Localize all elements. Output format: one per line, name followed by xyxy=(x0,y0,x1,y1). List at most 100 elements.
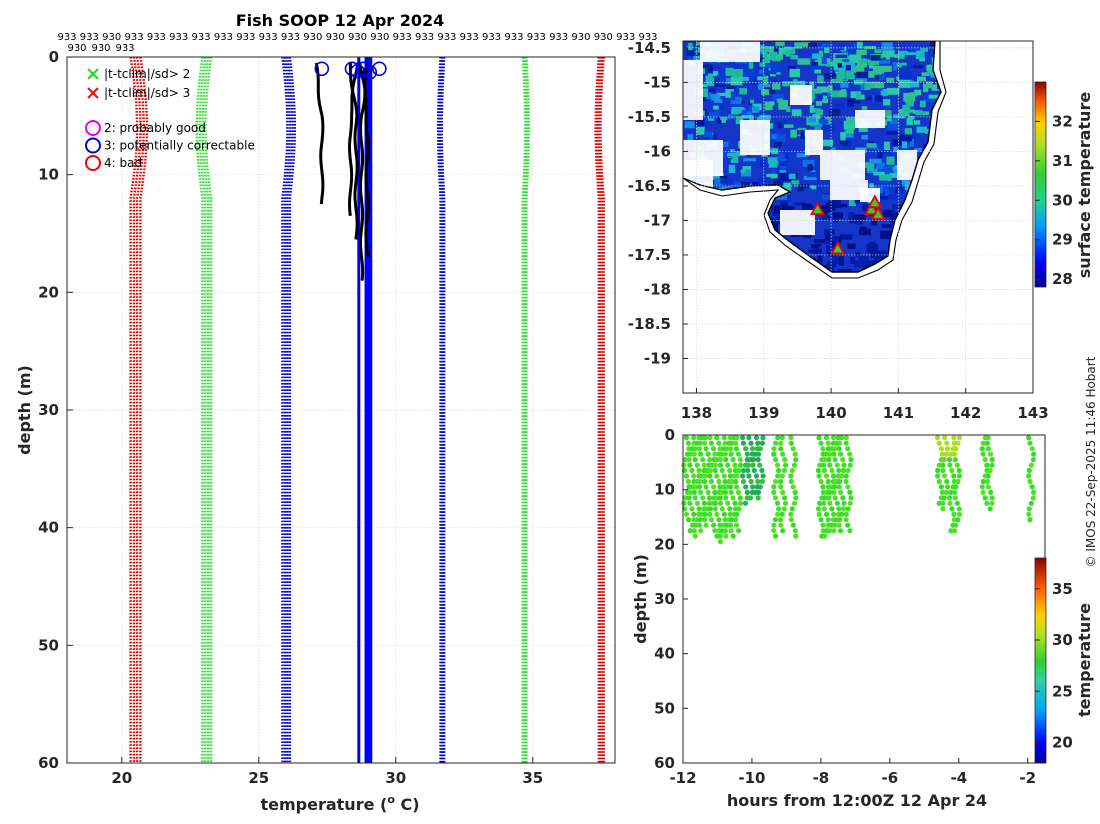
cast-dot xyxy=(727,506,733,512)
cast-dot xyxy=(727,435,733,441)
cast-dot xyxy=(980,489,986,495)
cast-dot xyxy=(773,533,779,539)
sst-pixel xyxy=(686,47,695,56)
sst-pixel xyxy=(733,182,741,191)
cast-dot xyxy=(825,517,831,523)
cast-dot xyxy=(750,462,756,468)
sst-pixel xyxy=(843,140,848,146)
sst-pixel xyxy=(841,89,847,96)
sst-pixel xyxy=(823,240,831,244)
cast-dot xyxy=(719,467,725,474)
cast-dot xyxy=(953,484,959,490)
platform-code: 933 xyxy=(460,32,479,43)
cast-dot xyxy=(711,522,717,528)
band-red-low xyxy=(132,57,142,763)
flag-circle xyxy=(372,61,387,77)
lon-tick-label: 143 xyxy=(1017,404,1048,422)
sst-pixel xyxy=(764,101,773,111)
sst-pixel xyxy=(834,103,845,108)
sst-pixel xyxy=(791,180,800,185)
cast-dot xyxy=(793,533,799,539)
sst-pixel xyxy=(743,158,756,162)
cast-dot xyxy=(759,440,766,446)
cast-dot xyxy=(727,484,734,490)
platform-code: 933 xyxy=(115,43,134,54)
sst-pixel xyxy=(751,106,760,113)
sst-pixel xyxy=(833,216,838,223)
cast-dot xyxy=(949,506,955,512)
depth-tick-label: 50 xyxy=(654,699,675,717)
cast-dot xyxy=(692,457,698,463)
cast-dot xyxy=(943,489,949,495)
platform-code: 933 xyxy=(169,32,188,43)
cast-dot xyxy=(740,473,746,479)
sst-pixel xyxy=(714,99,723,103)
y-tick-label: 10 xyxy=(38,166,59,184)
sst-pixel xyxy=(858,228,871,236)
cast-dot xyxy=(771,451,777,457)
sst-pixel xyxy=(866,244,878,253)
cast-dot xyxy=(952,451,958,457)
cast-dot xyxy=(703,522,709,528)
depth-tick-label: 0 xyxy=(665,426,675,444)
platform-code: 933 xyxy=(549,32,568,43)
band-blue-low xyxy=(281,57,289,763)
cast-dot xyxy=(696,467,702,474)
cast-dot xyxy=(705,489,711,495)
cast-dot xyxy=(728,489,734,495)
flag-circle xyxy=(355,61,371,77)
sst-pixel xyxy=(927,67,935,75)
cast-dot xyxy=(740,467,747,474)
y-tick-label: 30 xyxy=(38,401,59,419)
sst-pixel xyxy=(720,116,728,121)
cast-dot xyxy=(985,435,991,441)
cast-dot xyxy=(717,522,723,528)
sst-pixel xyxy=(847,243,856,249)
cast-dot xyxy=(717,539,724,545)
sst-pixel xyxy=(849,198,856,206)
cast-dot xyxy=(989,500,995,506)
sst-pixel xyxy=(732,155,739,161)
cast-dot xyxy=(832,484,838,490)
sst-pixel xyxy=(721,150,732,157)
platform-code: 933 xyxy=(415,32,434,43)
sst-pixel xyxy=(725,67,734,77)
sst-pixel xyxy=(870,55,881,63)
sst-pixel xyxy=(869,158,882,164)
cast-dot xyxy=(778,522,784,528)
cloud-gap xyxy=(830,180,868,200)
sst-pixel xyxy=(728,114,735,119)
cast-dot xyxy=(727,446,734,452)
cast-dot xyxy=(936,478,942,485)
cloud-gap xyxy=(780,210,815,235)
cast-dot xyxy=(840,506,847,512)
cast-dot xyxy=(953,522,959,528)
cast-dot xyxy=(837,451,844,457)
sst-pixel xyxy=(866,168,879,173)
sst-pixel xyxy=(753,176,758,182)
sst-pixel xyxy=(719,147,731,153)
sst-pixel xyxy=(888,194,900,200)
sst-pixel xyxy=(778,48,786,55)
cast-dot xyxy=(697,478,703,485)
cast-dot xyxy=(712,528,718,534)
sst-pixel xyxy=(850,91,860,99)
cast-dot xyxy=(935,473,941,479)
sst-pixel xyxy=(812,88,822,94)
sst-pixel xyxy=(876,162,885,169)
sst-pixel xyxy=(762,50,768,58)
cast-dot xyxy=(845,506,851,512)
lon-tick-label: 140 xyxy=(815,404,846,422)
lat-tick-label: -19 xyxy=(644,349,671,367)
sst-pixel xyxy=(684,121,695,129)
sst-pixel xyxy=(764,87,776,94)
band-red-low xyxy=(139,57,149,763)
cast-dot xyxy=(733,484,740,490)
sst-pixel xyxy=(884,110,892,118)
sst-pixel xyxy=(807,172,817,178)
cast-dot xyxy=(759,478,765,485)
cast-dot xyxy=(831,451,837,457)
sst-pixel xyxy=(903,92,916,102)
sst-pixel xyxy=(731,110,739,115)
cast-dot xyxy=(949,467,955,474)
